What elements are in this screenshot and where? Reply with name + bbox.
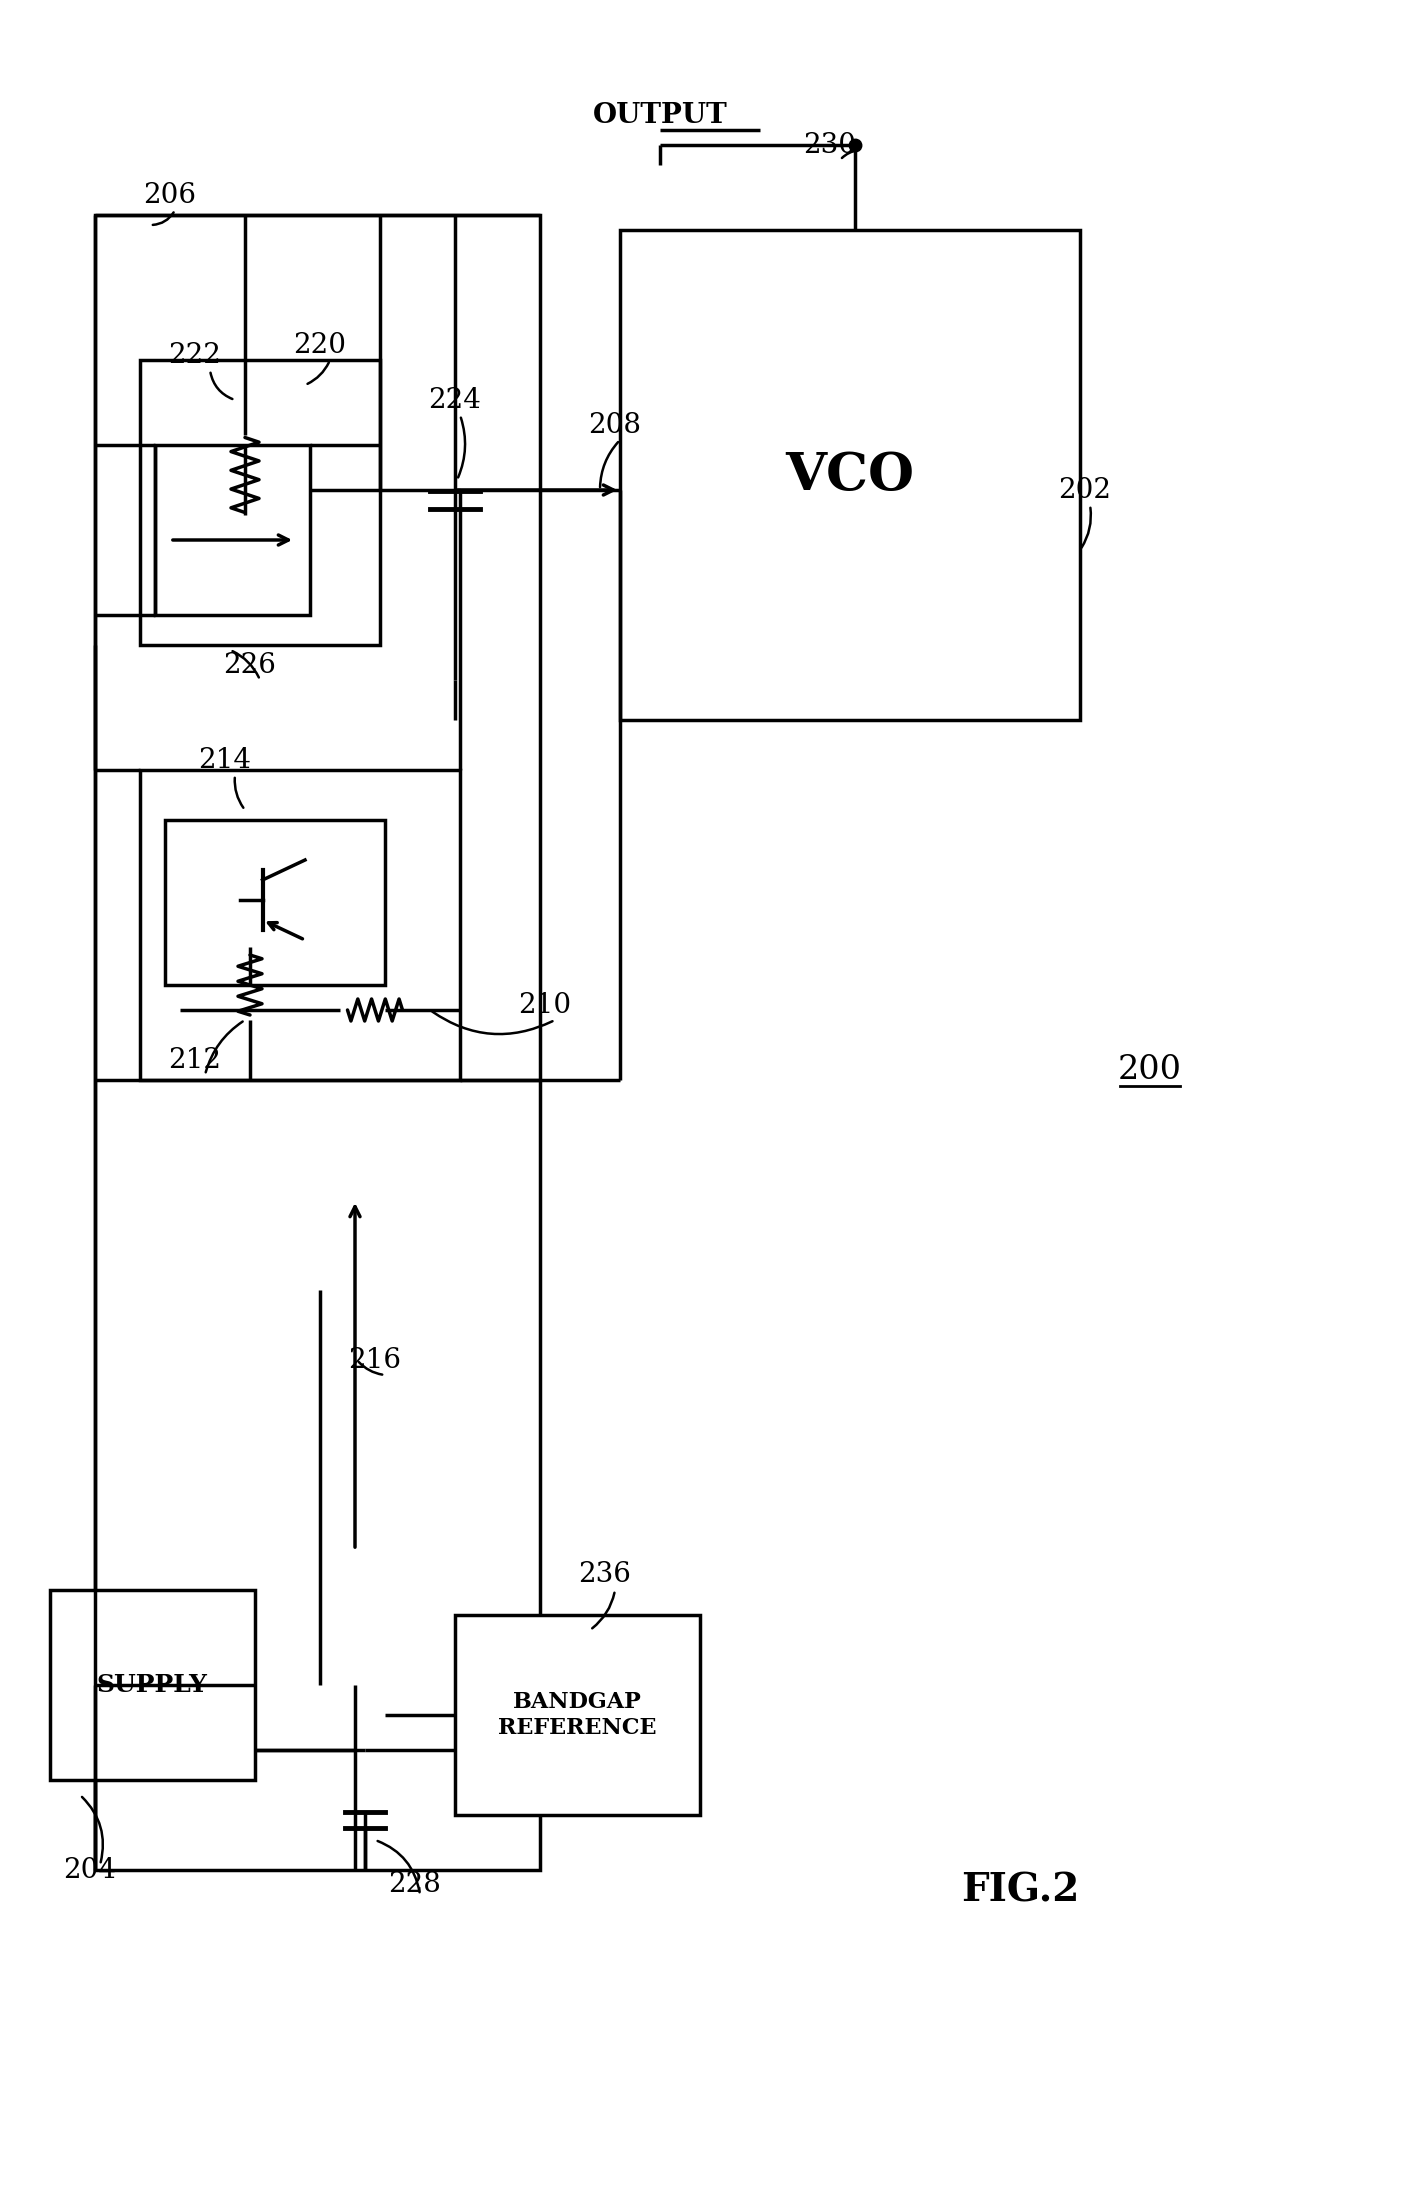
- Text: 222: 222: [168, 342, 221, 368]
- Text: 226: 226: [224, 650, 276, 679]
- Text: 228: 228: [388, 1872, 441, 1899]
- Text: 236: 236: [579, 1561, 632, 1588]
- Text: 204: 204: [63, 1857, 116, 1883]
- Text: SUPPLY: SUPPLY: [97, 1673, 207, 1697]
- Text: 206: 206: [143, 182, 196, 208]
- Text: 214: 214: [199, 747, 252, 773]
- Bar: [140, 771, 460, 1080]
- Bar: [621, 230, 1080, 721]
- Bar: [140, 359, 380, 646]
- Text: BANDGAP
REFERENCE: BANDGAP REFERENCE: [497, 1691, 656, 1739]
- Text: FIG.2: FIG.2: [961, 1870, 1079, 1910]
- Bar: [95, 215, 539, 1870]
- Text: 200: 200: [1118, 1053, 1182, 1086]
- Text: 230: 230: [804, 131, 856, 158]
- Text: 208: 208: [588, 412, 642, 438]
- Text: 202: 202: [1059, 477, 1111, 504]
- Text: 212: 212: [168, 1047, 221, 1073]
- Bar: [50, 1590, 255, 1780]
- Text: 216: 216: [349, 1347, 402, 1373]
- Text: VCO: VCO: [786, 449, 915, 502]
- Text: 220: 220: [293, 331, 346, 359]
- Text: 224: 224: [429, 385, 482, 414]
- Bar: [156, 445, 310, 615]
- Text: 210: 210: [518, 992, 572, 1018]
- Text: OUTPUT: OUTPUT: [593, 101, 727, 129]
- Bar: [455, 1614, 700, 1816]
- Bar: [165, 819, 385, 986]
